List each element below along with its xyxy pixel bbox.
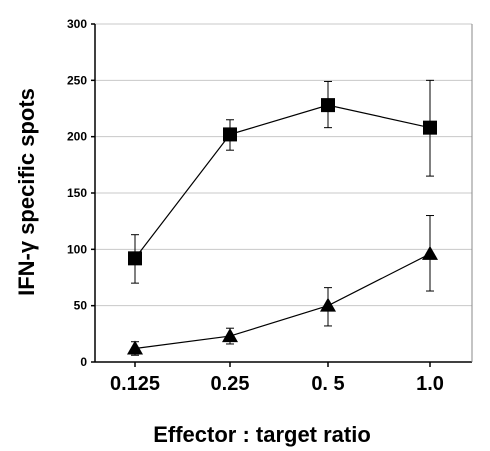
y-tick-label: 0 (80, 355, 87, 369)
gridlines (95, 23, 472, 307)
y-tick-label: 250 (67, 73, 87, 87)
y-tick-label: 100 (67, 242, 87, 256)
series-line (134, 253, 431, 350)
x-tick-label: 0.25 (211, 373, 250, 395)
series-square (128, 79, 437, 284)
series-triangle (127, 215, 438, 356)
series-line (134, 104, 431, 259)
x-axis: 0.125 0.25 0. 5 1.0 (110, 362, 444, 395)
triangle-marker (320, 297, 336, 312)
y-axis: 0 50 100 150 200 250 300 (67, 17, 95, 369)
x-tick-label: 0.125 (110, 373, 160, 395)
square-marker (128, 251, 142, 266)
x-tick-label: 1.0 (416, 373, 444, 395)
x-tick-label: 0. 5 (311, 373, 344, 395)
triangle-marker (422, 245, 438, 260)
y-tick-label: 50 (74, 299, 88, 313)
y-tick-label: 300 (67, 17, 87, 31)
y-tick-label: 150 (67, 186, 87, 200)
square-marker (321, 98, 335, 113)
series-layer (127, 79, 438, 356)
square-marker (423, 120, 437, 135)
x-axis-title: Effector : target ratio (153, 422, 371, 447)
y-axis-title: IFN-γ specific spots (14, 88, 39, 296)
triangle-marker (222, 328, 238, 343)
square-marker (223, 127, 237, 142)
y-tick-label: 200 (67, 130, 87, 144)
triangle-marker (127, 340, 143, 355)
